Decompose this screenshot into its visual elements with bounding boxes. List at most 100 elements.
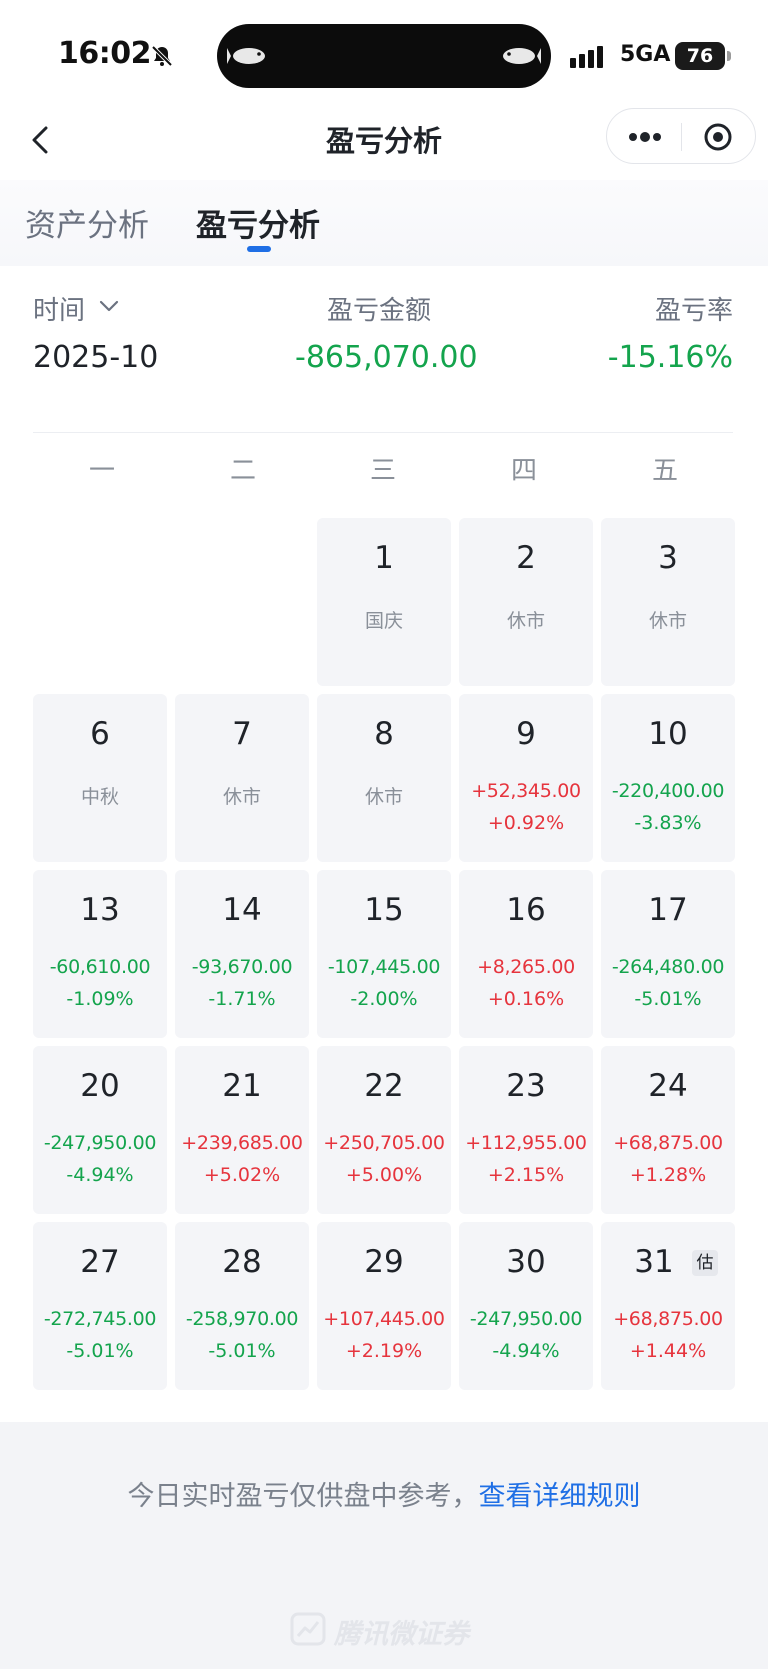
fish-icon <box>227 48 265 64</box>
day-pnl-amount: +8,265.00 <box>477 956 575 978</box>
calendar-day-cell[interactable]: 30 -247,950.00 -4.94% <box>459 1222 593 1390</box>
rules-link[interactable]: 查看详细规则 <box>478 1481 641 1512</box>
calendar-day-cell[interactable]: 29 +107,445.00 +2.19% <box>317 1222 451 1390</box>
day-pnl-amount: +107,445.00 <box>323 1308 445 1330</box>
calendar-day-cell[interactable]: 15 -107,445.00 -2.00% <box>317 870 451 1038</box>
dynamic-island <box>217 24 551 88</box>
day-pnl-rate: -1.09% <box>66 988 134 1010</box>
day-number: 23 <box>506 1068 546 1104</box>
day-number: 7 <box>232 716 252 752</box>
day-pnl-amount: -60,610.00 <box>49 956 151 978</box>
day-number: 20 <box>80 1068 120 1104</box>
battery-icon: 76 <box>675 42 725 70</box>
day-pnl-amount: -258,970.00 <box>185 1308 299 1330</box>
capsule-divider <box>681 123 682 151</box>
day-number: 14 <box>222 892 262 928</box>
day-pnl-rate: +5.02% <box>203 1164 281 1186</box>
day-pnl-rate: -5.01% <box>66 1340 134 1362</box>
calendar-day-cell[interactable]: 23 +112,955.00 +2.15% <box>459 1046 593 1214</box>
day-note: 休市 <box>648 610 687 632</box>
calendar-day-cell[interactable]: 13 -60,610.00 -1.09% <box>33 870 167 1038</box>
day-pnl-rate: +1.44% <box>629 1340 707 1362</box>
day-number: 3 <box>658 540 678 576</box>
calendar-day-cell[interactable]: 8 休市 <box>317 694 451 862</box>
day-note: 中秋 <box>80 786 119 808</box>
day-pnl-rate: -5.01% <box>208 1340 276 1362</box>
day-note: 休市 <box>364 786 403 808</box>
day-pnl-amount: +68,875.00 <box>613 1132 723 1154</box>
day-number: 8 <box>374 716 394 752</box>
calendar-day-cell[interactable]: 14 -93,670.00 -1.71% <box>175 870 309 1038</box>
footer-note-text: 今日实时盈亏仅供盘中参考， <box>127 1481 479 1512</box>
tab-asset-analysis[interactable]: 资产分析 <box>25 208 149 244</box>
mute-bell-icon <box>151 45 173 67</box>
brand-text: 腾讯微证券 <box>334 1619 469 1650</box>
tab-bar: 资产分析 盈亏分析 <box>0 180 768 266</box>
day-pnl-rate: -3.83% <box>634 812 702 834</box>
back-arrow-icon[interactable] <box>26 120 56 160</box>
divider <box>33 432 733 433</box>
time-filter-label[interactable]: 时间 <box>33 296 86 326</box>
calendar-day-cell[interactable]: 16 +8,265.00 +0.16% <box>459 870 593 1038</box>
day-number: 9 <box>516 716 536 752</box>
calendar-day-cell[interactable]: 22 +250,705.00 +5.00% <box>317 1046 451 1214</box>
weekday-wed: 三 <box>369 456 396 486</box>
day-pnl-rate: +2.19% <box>345 1340 423 1362</box>
target-icon[interactable] <box>703 122 733 152</box>
chevron-down-icon[interactable] <box>98 298 120 314</box>
calendar-day-cell[interactable]: 24 +68,875.00 +1.28% <box>601 1046 735 1214</box>
more-dots-icon[interactable] <box>627 129 663 145</box>
calendar-day-cell[interactable]: 9 +52,345.00 +0.92% <box>459 694 593 862</box>
day-pnl-amount: -272,745.00 <box>43 1308 157 1330</box>
nav-bar: 盈亏分析 <box>0 100 768 180</box>
day-number: 30 <box>506 1244 546 1280</box>
calendar-day-cell[interactable]: 28 -258,970.00 -5.01% <box>175 1222 309 1390</box>
brand-chart-icon <box>290 1612 326 1646</box>
calendar-day-cell[interactable]: 10 -220,400.00 -3.83% <box>601 694 735 862</box>
day-pnl-amount: -247,950.00 <box>43 1132 157 1154</box>
day-pnl-amount: -220,400.00 <box>611 780 725 802</box>
day-pnl-rate: -2.00% <box>350 988 418 1010</box>
estimate-badge: 估 <box>692 1250 718 1276</box>
weekday-tue: 二 <box>229 456 256 486</box>
day-pnl-rate: +5.00% <box>345 1164 423 1186</box>
calendar-day-cell[interactable]: 2 休市 <box>459 518 593 686</box>
network-label: 5GA <box>620 42 671 67</box>
calendar-day-cell[interactable]: 21 +239,685.00 +5.02% <box>175 1046 309 1214</box>
day-pnl-rate: +0.92% <box>487 812 565 834</box>
tab-indicator <box>247 246 271 252</box>
day-pnl-amount: -93,670.00 <box>191 956 293 978</box>
month-value[interactable]: 2025-10 <box>33 340 159 375</box>
day-pnl-amount: -264,480.00 <box>611 956 725 978</box>
day-number: 21 <box>222 1068 262 1104</box>
day-pnl-rate: -4.94% <box>492 1340 560 1362</box>
calendar-day-cell[interactable]: 7 休市 <box>175 694 309 862</box>
calendar-day-cell[interactable]: 6 中秋 <box>33 694 167 862</box>
day-note: 休市 <box>506 610 545 632</box>
day-pnl-amount: +52,345.00 <box>471 780 581 802</box>
weekday-fri: 五 <box>651 456 678 486</box>
weekday-mon: 一 <box>88 456 115 486</box>
rate-label: 盈亏率 <box>654 296 733 326</box>
day-number: 22 <box>364 1068 404 1104</box>
day-pnl-rate: -5.01% <box>634 988 702 1010</box>
day-pnl-rate: -1.71% <box>208 988 276 1010</box>
pnl-card: 时间 盈亏金额 盈亏率 2025-10 -865,070.00 -15.16% … <box>0 266 768 1422</box>
total-rate: -15.16% <box>607 340 733 375</box>
calendar-day-cell[interactable]: 3 休市 <box>601 518 735 686</box>
day-pnl-amount: +239,685.00 <box>181 1132 303 1154</box>
day-number: 1 <box>374 540 394 576</box>
battery-tip <box>727 51 731 61</box>
calendar-day-cell[interactable]: 1 国庆 <box>317 518 451 686</box>
calendar-day-cell[interactable]: 17 -264,480.00 -5.01% <box>601 870 735 1038</box>
day-number: 27 <box>80 1244 120 1280</box>
calendar-day-cell[interactable]: 27 -272,745.00 -5.01% <box>33 1222 167 1390</box>
day-number: 16 <box>506 892 546 928</box>
calendar-day-cell[interactable]: 31 估 +68,875.00 +1.44% <box>601 1222 735 1390</box>
day-pnl-amount: +68,875.00 <box>613 1308 723 1330</box>
day-pnl-rate: +1.28% <box>629 1164 707 1186</box>
calendar-day-cell[interactable]: 20 -247,950.00 -4.94% <box>33 1046 167 1214</box>
tab-pnl-analysis[interactable]: 盈亏分析 <box>196 208 320 244</box>
day-number: 17 <box>648 892 688 928</box>
day-number: 15 <box>364 892 404 928</box>
